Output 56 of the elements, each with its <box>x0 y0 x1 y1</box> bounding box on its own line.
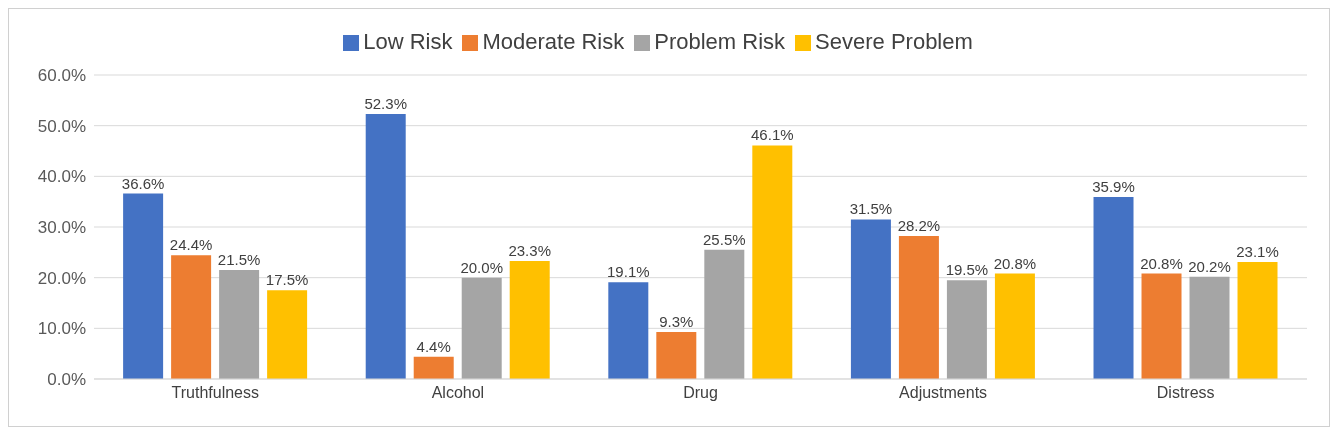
bar <box>267 290 308 379</box>
data-label: 35.9% <box>1092 178 1135 196</box>
y-tick-label: 40.0% <box>37 167 86 187</box>
bar <box>123 193 164 379</box>
bar <box>850 219 891 379</box>
x-tick-label: Truthfulness <box>171 384 260 402</box>
legend-label: Low Risk <box>363 29 453 54</box>
data-label: 20.8% <box>993 254 1037 272</box>
bar <box>1141 273 1182 379</box>
y-tick-label: 60.0% <box>37 66 86 86</box>
bar <box>1237 261 1278 379</box>
data-label: 24.4% <box>169 236 213 254</box>
bar <box>1189 276 1230 379</box>
data-label: 23.1% <box>1236 242 1279 260</box>
legend-label: Problem Risk <box>654 29 786 54</box>
data-label: 20.0% <box>460 258 503 276</box>
legend-label: Severe Problem <box>815 29 973 54</box>
bar <box>171 255 212 379</box>
y-tick-label: 50.0% <box>37 116 86 136</box>
bar <box>608 282 649 379</box>
bar <box>461 277 502 379</box>
bar <box>656 331 697 379</box>
bar <box>219 270 260 379</box>
data-label: 19.1% <box>607 263 650 281</box>
y-tick-label: 0.0% <box>47 370 86 390</box>
data-label: 21.5% <box>217 251 261 269</box>
data-label: 17.5% <box>265 271 309 289</box>
data-label: 9.3% <box>659 312 694 330</box>
x-tick-label: Alcohol <box>431 384 485 402</box>
data-label: 31.5% <box>849 200 893 218</box>
data-label: 28.2% <box>897 217 941 235</box>
data-label: 4.4% <box>416 337 451 355</box>
x-tick-label: Distress <box>1156 384 1215 402</box>
x-tick-label: Drug <box>683 384 718 402</box>
y-tick-label: 20.0% <box>37 268 86 288</box>
data-label: 19.5% <box>945 261 989 279</box>
data-label: 52.3% <box>364 95 407 113</box>
x-tick-label: Adjustments <box>899 384 988 402</box>
bar <box>509 260 550 379</box>
bar <box>994 273 1035 379</box>
data-label: 36.6% <box>121 174 165 192</box>
data-label: 25.5% <box>703 230 746 248</box>
bar <box>704 249 745 379</box>
data-label: 20.8% <box>1140 254 1183 272</box>
data-label: 46.1% <box>751 126 794 144</box>
data-label: 20.2% <box>1188 257 1231 275</box>
bar <box>898 236 939 379</box>
y-tick-label: 10.0% <box>37 319 86 339</box>
bar <box>752 145 793 379</box>
bar <box>946 280 987 379</box>
bar <box>1093 197 1134 379</box>
bar <box>413 356 454 379</box>
data-label: 23.3% <box>508 241 551 259</box>
y-tick-label: 30.0% <box>37 218 86 238</box>
bar <box>365 114 406 379</box>
legend-label: Moderate Risk <box>482 29 625 54</box>
